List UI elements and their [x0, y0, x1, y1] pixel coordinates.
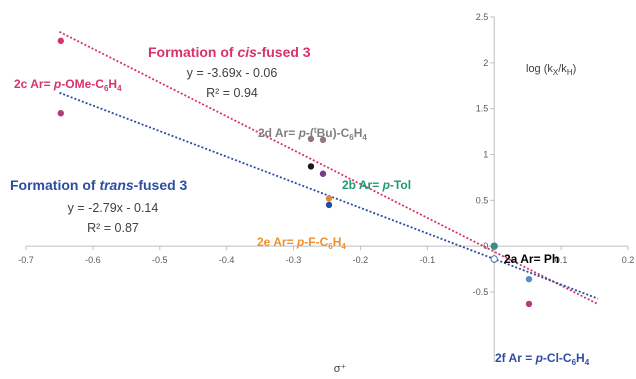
data-point — [325, 195, 333, 202]
data-point — [57, 110, 64, 117]
data-point — [490, 255, 498, 263]
label-2e: 2e Ar= p-F-C6H4 — [257, 235, 346, 251]
label-2c: 2c Ar= p-OMe-C6H4 — [14, 77, 122, 93]
x-axis-label: σ⁺ — [334, 363, 347, 375]
cis-fit-title: Formation of cis-fused 3 — [148, 44, 311, 60]
label-2d: 2d Ar= p-(tBu)-C6H4 — [258, 126, 367, 142]
label-2a: 2a Ar= Ph — [504, 252, 559, 266]
cis-fit-r2: R² = 0.94 — [206, 86, 258, 100]
x-tick-label: -0.6 — [85, 255, 101, 265]
x-tick-label: -0.1 — [420, 255, 436, 265]
x-tick-label: 0.2 — [622, 255, 635, 265]
y-tick-label: 2 — [483, 58, 488, 68]
data-point — [525, 300, 533, 308]
y-tick-label: 0 — [483, 241, 488, 251]
data-point — [325, 201, 333, 209]
data-point — [307, 163, 315, 170]
data-points — [57, 37, 533, 308]
y-tick-label: 1.5 — [476, 104, 489, 114]
x-tick-label: 0.1 — [555, 255, 568, 265]
y-tick-label: 2.5 — [476, 12, 489, 22]
data-point — [490, 242, 498, 250]
x-tick-label: -0.7 — [18, 255, 34, 265]
label-2b: 2b Ar= p-Tol — [342, 178, 411, 192]
label-2f: 2f Ar = p-Cl-C6H4 — [495, 351, 590, 367]
data-point — [307, 135, 315, 143]
y-tick-label: 1 — [483, 150, 488, 160]
y-axis-label: log (kX/kH) — [526, 63, 576, 77]
data-point — [319, 170, 327, 177]
data-point — [319, 136, 327, 144]
trans-fit-title: Formation of trans-fused 3 — [10, 177, 188, 193]
y-tick-label: 0.5 — [476, 195, 489, 205]
x-tick-label: -0.5 — [152, 255, 168, 265]
x-tick-label: -0.3 — [286, 255, 302, 265]
cis-fit-equation: y = -3.69x - 0.06 — [187, 66, 278, 80]
data-point — [525, 275, 533, 283]
y-tick-label: -0.5 — [473, 287, 489, 297]
trans-fit-r2: R² = 0.87 — [87, 221, 139, 235]
x-tick-label: -0.4 — [219, 255, 235, 265]
data-point — [57, 37, 64, 45]
x-tick-label: -0.2 — [353, 255, 369, 265]
trend-line — [59, 31, 599, 305]
trans-fit-equation: y = -2.79x - 0.14 — [68, 201, 159, 215]
